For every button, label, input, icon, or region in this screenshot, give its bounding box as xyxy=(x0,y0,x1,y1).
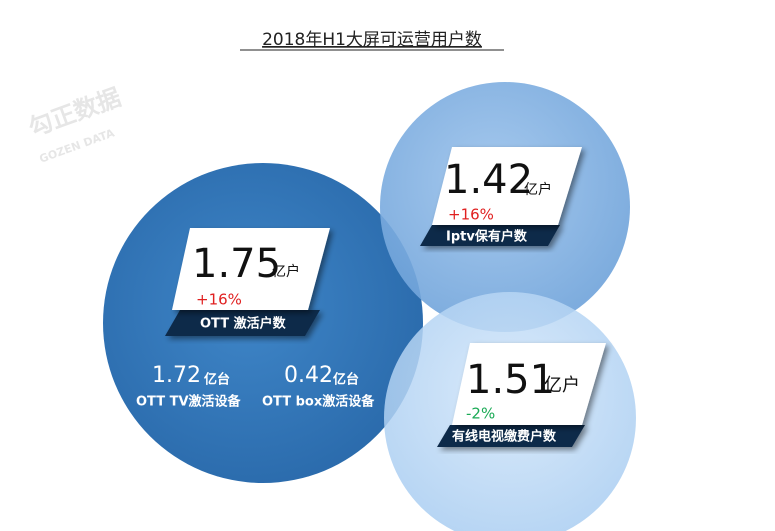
cable-unit: 亿户 xyxy=(544,375,580,396)
cable-card xyxy=(452,343,606,425)
device-unit: 亿台 xyxy=(333,372,359,388)
iptv-change: +16% xyxy=(448,206,494,224)
iptv-label: Iptv保有户数 xyxy=(446,229,528,245)
cable-value: 1.51 xyxy=(466,357,555,403)
iptv-card xyxy=(432,147,582,225)
iptv-label-band xyxy=(420,225,560,246)
device-label: OTT TV激活设备 xyxy=(136,394,242,410)
iptv-unit: 亿户 xyxy=(524,181,552,198)
title: 2018年H1大屏可运营用户数 xyxy=(262,30,482,50)
cable-change: -2% xyxy=(466,405,495,423)
device-value: 0.42 xyxy=(284,363,333,388)
ott-label-band xyxy=(165,310,320,336)
ott-unit: 亿户 xyxy=(272,263,300,280)
ott-label: OTT 激活户数 xyxy=(200,316,287,332)
cable-label: 有线电视缴费户数 xyxy=(452,429,557,445)
device-value: 1.72 xyxy=(152,363,201,388)
cable-label-band xyxy=(437,425,585,447)
device-unit: 亿台 xyxy=(204,372,230,388)
ott-card xyxy=(172,228,330,310)
iptv-value: 1.42 xyxy=(444,157,533,203)
ott-value: 1.75 xyxy=(192,241,281,287)
ott-change: +16% xyxy=(196,291,242,309)
device-label: OTT box激活设备 xyxy=(262,394,375,410)
watermark: 勾正数据 GOZEN DATA xyxy=(25,83,125,166)
